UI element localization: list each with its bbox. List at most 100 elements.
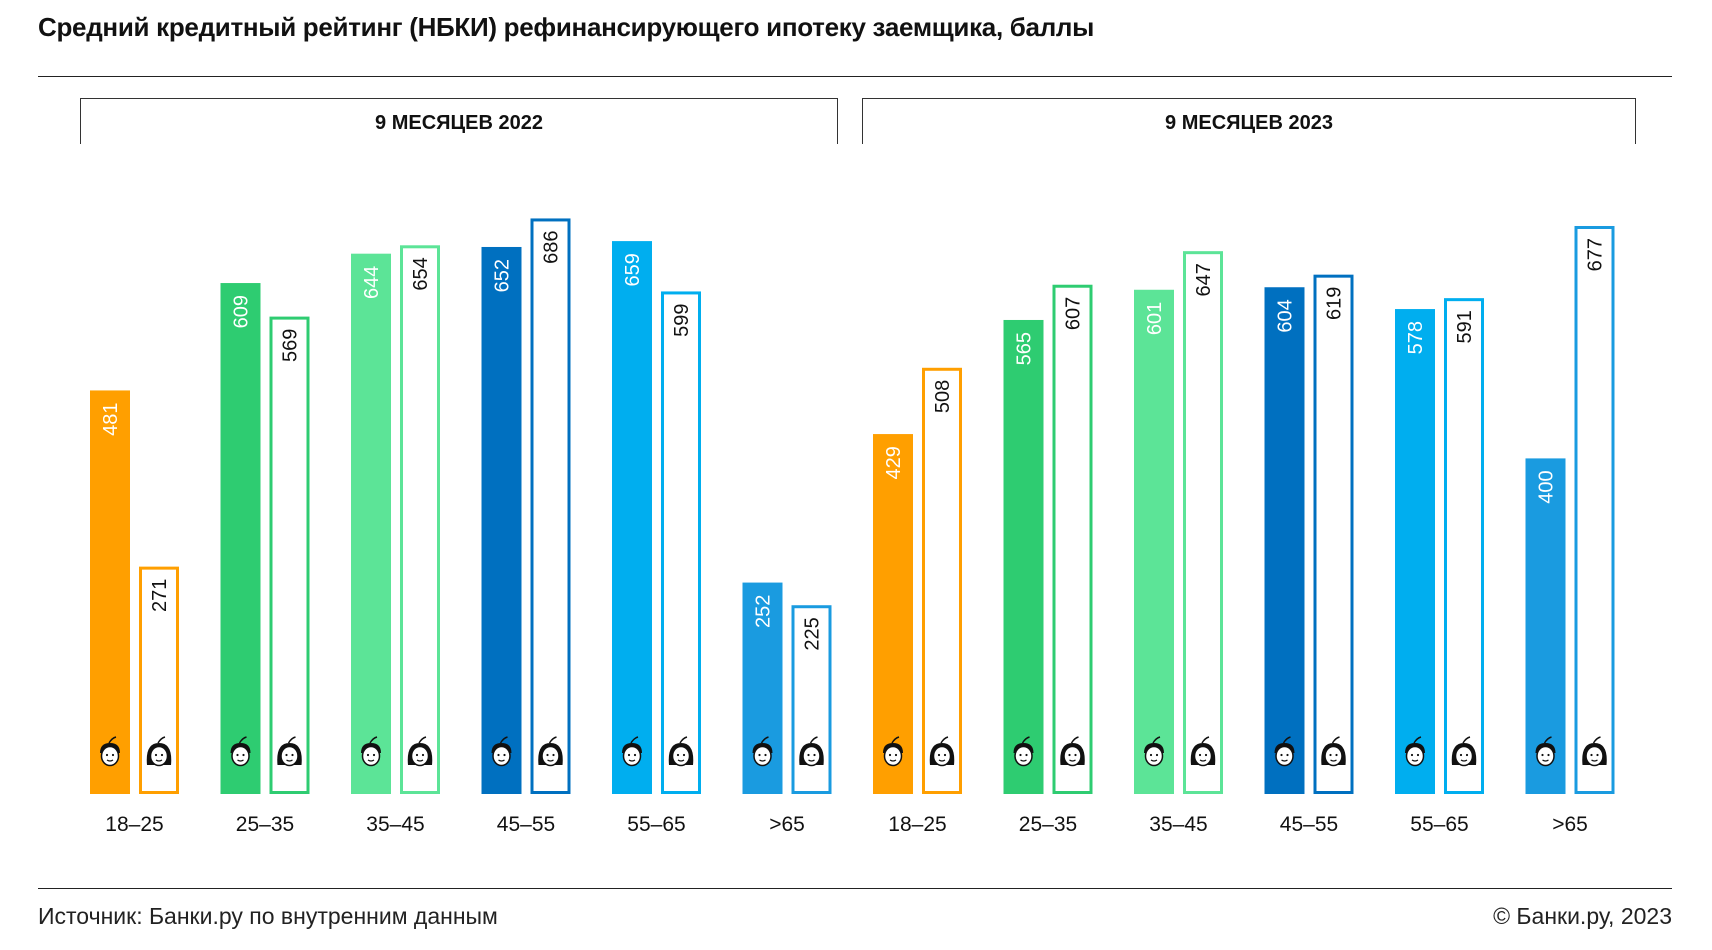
category-group: 578 591 55–65	[1395, 298, 1484, 836]
bar-male	[873, 434, 913, 794]
woman-icon	[1060, 736, 1085, 767]
data-label: 677	[1585, 238, 1607, 271]
woman-icon	[146, 736, 172, 767]
woman-icon	[538, 736, 563, 767]
data-label: 604	[1275, 299, 1297, 332]
bar-female	[922, 367, 962, 794]
bar-female	[530, 218, 571, 795]
data-label: 271	[149, 579, 171, 612]
man-icon	[622, 736, 642, 767]
copyright-note: © Банки.ру, 2023	[1493, 903, 1672, 929]
data-label: 607	[1063, 297, 1085, 330]
data-label: 619	[1324, 287, 1346, 320]
data-label: 481	[100, 402, 122, 435]
data-label: 686	[541, 230, 563, 263]
man-icon	[1535, 736, 1556, 767]
data-label: 252	[753, 595, 775, 628]
bar-male	[351, 253, 391, 794]
data-label: 599	[671, 303, 693, 336]
data-label: 508	[932, 380, 954, 413]
data-label: 647	[1193, 263, 1215, 296]
category-group: 429 508 18–25	[873, 367, 962, 836]
woman-icon	[1190, 736, 1216, 767]
x-tick-label: 35–45	[366, 813, 424, 836]
category-group: 604 619 45–55	[1264, 274, 1354, 836]
data-label: 644	[361, 266, 383, 299]
bar-male	[1003, 319, 1044, 794]
x-tick-label: >65	[769, 813, 805, 836]
panel-2023: 429 508 18–25 565 607 25–35 601 647 35–45 604 619 4…	[873, 225, 1615, 836]
data-label: 654	[410, 257, 432, 290]
bar-female	[1313, 274, 1354, 794]
x-tick-label: 18–25	[105, 813, 163, 836]
data-label: 225	[802, 617, 824, 650]
bar-female	[1574, 225, 1615, 794]
category-group: 652 686 45–55	[481, 218, 571, 836]
x-tick-label: 35–45	[1149, 813, 1207, 836]
bar-male	[90, 390, 130, 794]
man-icon	[1144, 736, 1164, 767]
x-tick-label: 45–55	[497, 813, 555, 836]
man-icon	[491, 736, 512, 767]
data-label: 578	[1405, 321, 1427, 354]
woman-icon	[929, 736, 955, 767]
data-label: 429	[883, 446, 905, 479]
x-tick-label: 55–65	[1410, 813, 1468, 836]
bar-male	[220, 283, 261, 794]
data-label: 569	[280, 329, 302, 362]
man-icon	[1405, 736, 1425, 767]
bar-female	[400, 245, 440, 794]
top-divider	[38, 76, 1672, 77]
x-tick-label: 45–55	[1280, 813, 1338, 836]
bar-male	[1134, 289, 1174, 794]
woman-icon	[407, 736, 433, 767]
man-icon	[361, 736, 381, 767]
woman-icon	[668, 736, 694, 767]
x-tick-label: 18–25	[888, 813, 946, 836]
data-label: 400	[1536, 470, 1558, 503]
woman-icon	[1582, 736, 1607, 767]
x-tick-label: 55–65	[627, 813, 685, 836]
x-tick-label: 25–35	[236, 813, 294, 836]
category-group: 565 607 25–35	[1003, 284, 1093, 836]
bar-female	[1444, 298, 1484, 794]
panel-header-2022: 9 МЕСЯЦЕВ 2022	[80, 98, 838, 144]
category-group: 400 677 >65	[1525, 225, 1615, 836]
man-icon	[883, 736, 903, 767]
bottom-divider	[38, 888, 1672, 889]
category-group: 252 225 >65	[742, 582, 832, 836]
man-icon	[100, 736, 120, 767]
chart-title: Средний кредитный рейтинг (НБКИ) рефинан…	[38, 12, 1095, 42]
bar-male	[1395, 309, 1435, 794]
panel-2022: 481 271 18–25 609 569 25–35 644 654 35–45 652 686 4…	[90, 218, 832, 836]
bar-female	[269, 316, 310, 794]
data-label: 659	[622, 253, 644, 286]
woman-icon	[799, 736, 824, 767]
category-group: 609 569 25–35	[220, 283, 310, 836]
source-note: Источник: Банки.ру по внутренним данным	[38, 903, 498, 929]
panel-header-2023: 9 МЕСЯЦЕВ 2023	[862, 98, 1636, 144]
data-label: 609	[231, 295, 253, 328]
data-label: 565	[1014, 332, 1036, 365]
bar-male	[481, 246, 522, 795]
category-group: 601 647 35–45	[1134, 251, 1223, 836]
woman-icon	[1451, 736, 1477, 767]
data-label: 652	[492, 259, 514, 292]
bar-female	[1052, 284, 1093, 794]
bar-male	[612, 241, 652, 794]
bar-male	[1525, 458, 1566, 794]
man-icon	[230, 736, 251, 767]
bar-female	[661, 291, 701, 794]
man-icon	[1274, 736, 1295, 767]
data-label: 591	[1454, 310, 1476, 343]
x-tick-label: >65	[1552, 813, 1588, 836]
bar-male	[1264, 287, 1305, 794]
woman-icon	[1321, 736, 1346, 767]
bar-female	[1183, 251, 1223, 795]
category-group: 481 271 18–25	[90, 390, 179, 836]
category-group: 644 654 35–45	[351, 245, 440, 836]
woman-icon	[277, 736, 302, 767]
data-label: 601	[1144, 302, 1166, 335]
man-icon	[1013, 736, 1034, 767]
